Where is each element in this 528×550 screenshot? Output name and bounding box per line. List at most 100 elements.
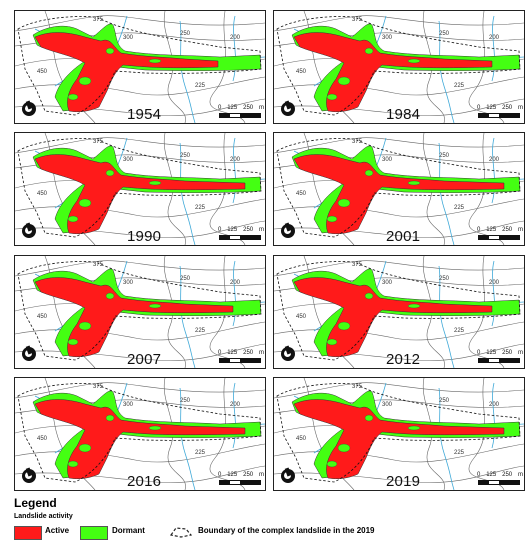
dormant-patch [326,338,338,346]
map-panel-2012: 375 300 250 200 450 225 2012 0 125 250 m [273,255,525,369]
dormant-patch [326,93,338,101]
map-panel-1990: 375 300 250 200 450 225 1990 0 125 250 m [14,132,266,246]
contour-label: 225 [454,83,465,89]
contour-line [15,15,265,32]
scale-bar: 0 125 250 m [218,350,264,364]
north-arrow-icon [22,222,36,238]
contour-line [15,76,265,96]
contour-line [274,198,524,218]
dormant-patch [67,93,79,101]
contour-label: 375 [93,262,104,268]
contour-line [274,15,524,32]
contour-label: 375 [93,139,104,145]
active-area [293,32,493,113]
map-2007: 375 300 250 200 450 225 [15,256,265,368]
dormant-patch [78,321,92,331]
contour-line [274,343,524,361]
stream-line [438,142,455,245]
dormant-patch [407,58,421,64]
stream-line [232,382,236,449]
year-label: 1984 [386,106,421,123]
stream-line [491,260,495,327]
map-1984: 375 300 250 200 450 225 [274,11,524,123]
landslide-boundary [276,16,521,116]
contour-label: 375 [93,384,104,390]
contour-line [163,11,186,123]
dormant-patch [337,198,351,208]
active-area [34,399,246,480]
dormant-patch [326,215,338,223]
contour-label: 250 [180,31,191,37]
contour-label: 200 [489,280,500,286]
contour-line [274,137,524,154]
stream-line [179,387,196,490]
map-panel-1954: 375 300 250 200 450 225 1954 0 125 250 m [14,10,266,124]
year-label: 1954 [127,106,162,123]
year-label: 2007 [127,351,162,368]
landslide-boundary [17,261,262,361]
contour-line [274,260,524,277]
legend-subtitle: Landslide activity [14,513,73,520]
dormant-patch [364,414,374,422]
contour-label: 375 [352,384,363,390]
contour-label: 250 [180,276,191,282]
contour-line [15,443,265,463]
contour-label: 375 [93,17,104,23]
stream-line [232,260,236,327]
dormant-patch [78,76,92,86]
active-swatch [14,526,42,540]
contour-line [15,382,265,399]
scale-bar: 0 125 250 m [477,105,523,119]
contour-label: 225 [195,205,206,211]
landslide-boundary [17,16,262,116]
contour-label: 225 [454,450,465,456]
north-arrow-icon [281,100,295,116]
dormant-patch [364,169,374,177]
map-2012: 375 300 250 200 450 225 [274,256,524,368]
map-2001: 375 300 250 200 450 225 [274,133,524,245]
contour-label: 225 [454,205,465,211]
legend-title: Legend [14,496,57,510]
contour-label: 250 [180,398,191,404]
contour-label: 450 [37,314,48,320]
scale-bar: 0 125 250 m [218,227,264,241]
north-arrow-icon [22,345,36,361]
contour-label: 200 [489,402,500,408]
contour-line [163,378,186,490]
active-area [293,399,505,480]
contour-label: 450 [37,436,48,442]
dormant-patch [105,169,115,177]
north-arrow-icon [281,467,295,483]
year-label: 2012 [386,351,421,368]
contour-label: 225 [454,328,465,334]
year-label: 2019 [386,473,421,490]
dormant-swatch [80,526,108,540]
dormant-label: Dormant [112,526,145,535]
active-area [34,277,234,358]
stream-line [179,265,196,368]
contour-line [15,465,265,483]
contour-line [274,382,524,399]
contour-line [422,378,445,490]
contour-label: 300 [382,402,393,408]
contour-line [15,343,265,361]
boundary-label: Boundary of the complex landslide in the… [198,526,375,535]
dormant-patch [326,460,338,468]
landslide-boundary [276,383,521,483]
dormant-patch [337,76,351,86]
contour-label: 250 [439,153,450,159]
dormant-patch [148,58,162,64]
stream-line [491,382,495,449]
contour-label: 225 [195,450,206,456]
contour-label: 450 [37,69,48,75]
stream-line [491,15,495,82]
dormant-patch [78,198,92,208]
landslide-boundary [276,261,521,361]
stream-line [491,137,495,204]
dormant-patch [105,292,115,300]
contour-line [15,98,265,116]
dormant-patch [407,180,421,186]
contour-label: 250 [439,276,450,282]
contour-label: 300 [382,280,393,286]
contour-line [274,321,524,341]
